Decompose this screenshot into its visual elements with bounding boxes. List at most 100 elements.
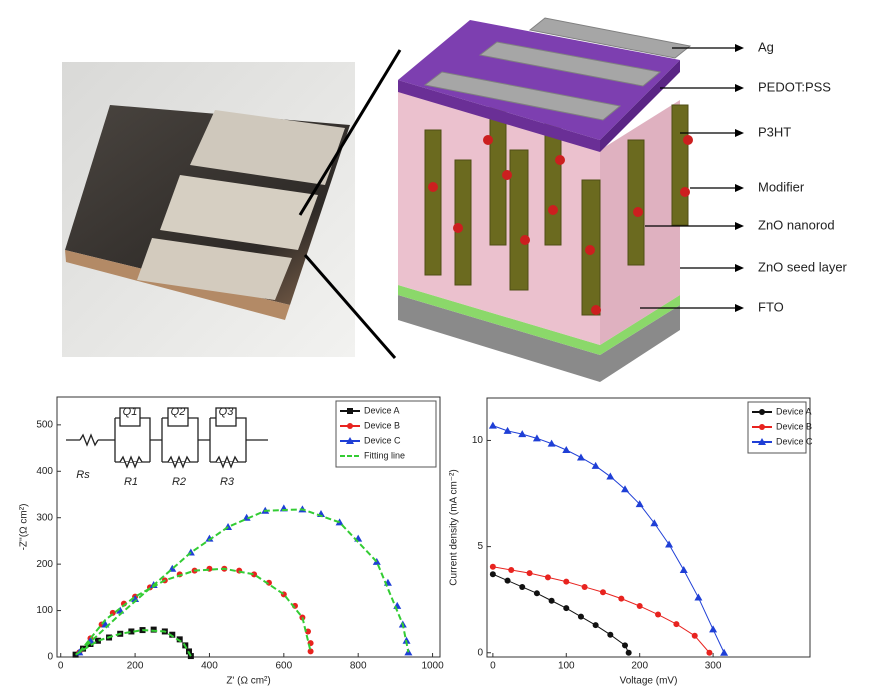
point [488,421,497,429]
arrow-head [735,304,744,312]
point [622,642,629,649]
x-tick-label: 0 [490,661,496,672]
resistor [119,455,143,469]
point [304,628,311,635]
y-tick-label: 10 [472,435,484,446]
x-axis-label: Z' (Ω cm²) [226,676,270,687]
x-axis-label: Voltage (mV) [620,676,678,687]
point [176,636,183,643]
legend-label: Device B [776,421,812,431]
point [635,500,644,508]
point [577,613,584,620]
x-tick-label: 800 [350,661,367,672]
point [563,605,570,612]
point [548,597,555,604]
y-tick-label: 0 [47,652,53,663]
circuit-label: Rs [76,469,90,481]
point [650,519,659,527]
y-tick-label: 500 [36,419,53,430]
point [581,583,588,590]
point [307,648,314,655]
point [518,430,527,438]
y-axis-label: Current density (mA cm⁻²) [449,469,460,585]
legend-label: Device C [364,435,401,445]
x-tick-label: 400 [201,661,218,672]
point [251,571,258,578]
point [489,571,496,578]
point [758,438,766,445]
point [169,631,176,638]
point [618,595,625,602]
point [393,601,402,609]
zoom-line [303,254,397,359]
point [679,565,688,573]
point [503,426,512,434]
point [205,534,214,542]
point [691,632,698,639]
y-tick-label: 5 [477,541,483,552]
diagram-label: FTO [758,299,784,314]
point [720,648,729,656]
y-tick-label: 400 [36,466,53,477]
point [706,649,713,656]
arrow-head [735,264,744,272]
series-line [492,573,630,653]
point [533,590,540,597]
legend-label: Fitting line [364,450,405,460]
cpe [215,407,237,427]
point [504,577,511,584]
point [709,625,718,633]
diagram-label: ZnO seed layer [758,259,848,274]
diagram-label: P3HT [758,124,791,139]
point [694,593,703,601]
electrode [137,238,292,300]
plot-frame [56,396,441,658]
diagram-label: ZnO nanorod [758,217,835,232]
point [150,626,157,633]
diagram-label: Modifier [758,179,805,194]
legend-label: Device B [364,420,400,430]
diagram-label: Ag [758,39,774,54]
point [94,637,101,644]
legend-label: Device C [776,436,813,446]
arrow-head [735,129,744,137]
point [606,472,615,480]
plot-frame [486,397,811,658]
point [347,423,353,429]
circuit-label: Q3 [219,406,235,418]
arrow-head [735,84,744,92]
point [591,461,600,469]
point [508,566,515,573]
y-tick-label: 200 [36,559,53,570]
point [759,409,765,415]
point [562,446,571,454]
resistor [215,455,239,469]
point [665,540,674,548]
point [206,565,213,572]
point [532,434,541,442]
point [655,611,662,618]
y-tick-label: 0 [477,647,483,658]
zoom-line [298,49,402,216]
point [636,603,643,610]
circuit-label: Q2 [171,406,186,418]
point [759,424,765,430]
point [87,641,94,647]
electrode [160,175,318,250]
point [347,408,353,414]
arrow-head [735,184,744,192]
series-line [492,425,725,653]
point [621,485,630,493]
x-tick-label: 200 [127,661,144,672]
x-tick-label: 100 [558,661,575,672]
point [563,578,570,585]
fto-layer [398,295,680,382]
y-axis-label: -Z''(Ω cm²) [19,504,30,551]
x-tick-label: 0 [58,661,64,672]
ag-bars [423,17,692,121]
x-tick-label: 1000 [421,661,444,672]
circuit-wires [66,417,268,463]
point [544,574,551,581]
point [673,621,680,628]
point [128,628,135,635]
